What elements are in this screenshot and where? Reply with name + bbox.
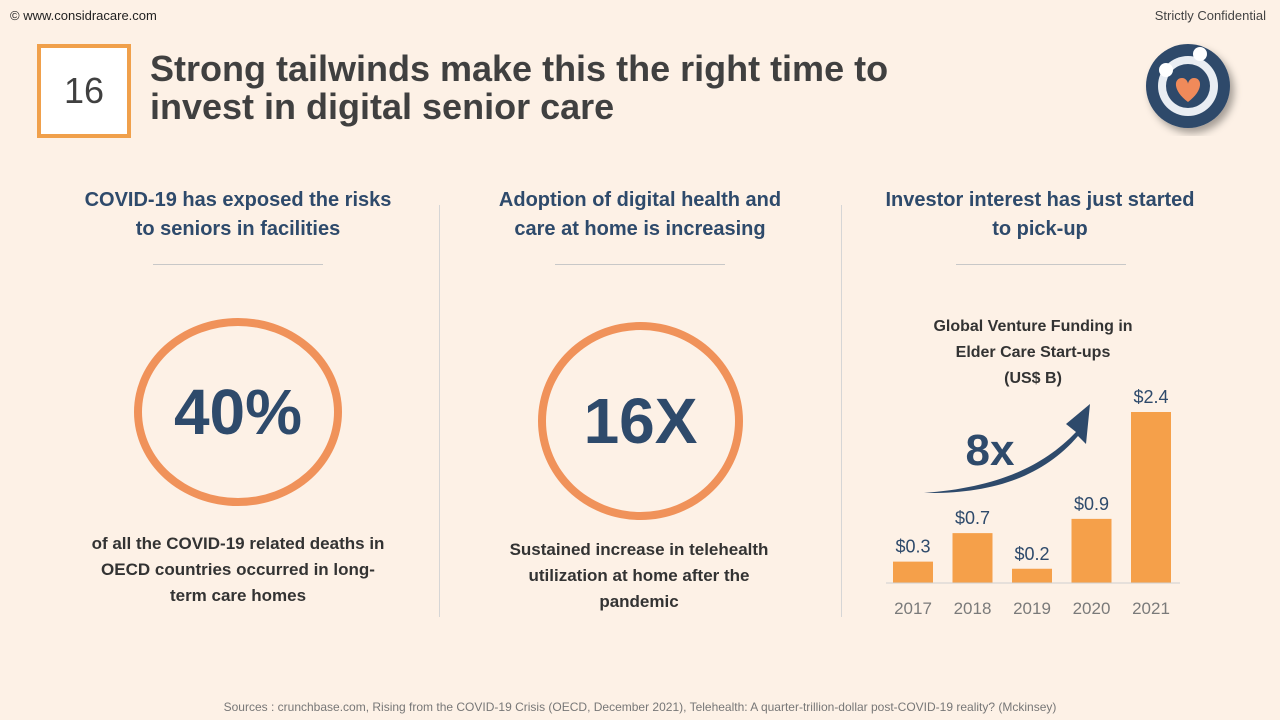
chart-title-line3: (US$ B) <box>1004 370 1062 387</box>
column2-heading: Adoption of digital health and care at h… <box>460 186 820 244</box>
column1-description: of all the COVID-19 related deaths in OE… <box>58 531 418 609</box>
column1-desc-line3: term care homes <box>169 586 307 605</box>
data-label-2020: $0.9 <box>1074 494 1109 514</box>
column2-stat-ring: 16X <box>538 322 743 520</box>
data-label-2018: $0.7 <box>955 508 990 528</box>
column3-heading-line1: Investor interest has just started <box>885 189 1195 211</box>
bar-2017 <box>893 561 933 583</box>
x-tick-2021: 2021 <box>1132 599 1170 618</box>
bar-2020 <box>1071 518 1112 583</box>
slide-number: 16 <box>63 70 105 111</box>
column2-divider <box>555 264 725 265</box>
column1-desc-line1: of all the COVID-19 related deaths in <box>91 534 385 553</box>
slide-title-line1: Strong tailwinds make this the right tim… <box>150 48 889 89</box>
sources-footnote: Sources : crunchbase.com, Rising from th… <box>223 700 1057 714</box>
column1-heading-line2: to seniors in facilities <box>135 218 341 240</box>
data-label-2019: $0.2 <box>1014 544 1049 564</box>
x-tick-2018: 2018 <box>954 599 992 618</box>
column-separator-1 <box>439 205 440 617</box>
column3-divider <box>956 264 1126 265</box>
data-label-2017: $0.3 <box>895 537 930 557</box>
slide-title: Strong tailwinds make this the right tim… <box>150 50 1110 126</box>
chart-title: Global Venture Funding in Elder Care Sta… <box>885 314 1181 392</box>
column1-stat: 40% <box>173 376 303 448</box>
slide-number-box: 16 <box>37 44 131 138</box>
column2-desc-line1: Sustained increase in telehealth <box>509 540 769 559</box>
column-separator-2 <box>841 205 842 617</box>
bar-2021 <box>1131 412 1171 583</box>
column2-heading-line1: Adoption of digital health and <box>498 189 782 211</box>
chart-title-line1: Global Venture Funding in <box>933 318 1133 335</box>
column2-desc-line3: pandemic <box>599 592 679 611</box>
column1-stat-ring: 40% <box>134 318 342 506</box>
x-tick-2017: 2017 <box>894 599 932 618</box>
column2-heading-line2: care at home is increasing <box>514 218 766 240</box>
website-link[interactable]: © www.considracare.com <box>10 8 157 23</box>
x-tick-2020: 2020 <box>1073 599 1111 618</box>
column2-stat: 16X <box>583 385 698 457</box>
column2-description: Sustained increase in telehealth utiliza… <box>459 537 819 615</box>
column3-heading: Investor interest has just started to pi… <box>860 186 1220 244</box>
bar-2018 <box>952 533 993 583</box>
slide-title-line2: invest in digital senior care <box>150 86 615 127</box>
growth-multiple-label: 8x <box>966 426 1015 475</box>
chart-title-line2: Elder Care Start-ups <box>955 344 1111 361</box>
column1-heading-line1: COVID-19 has exposed the risks <box>84 189 392 211</box>
considra-logo <box>1146 44 1230 128</box>
bar-2019 <box>1012 568 1052 583</box>
column2-desc-line2: utilization at home after the <box>528 566 750 585</box>
column1-desc-line2: OECD countries occurred in long- <box>101 560 375 579</box>
x-tick-2019: 2019 <box>1013 599 1051 618</box>
confidential-label: Strictly Confidential <box>1154 8 1266 23</box>
funding-chart: $0.3 2017 $0.7 2018 $0.2 2019 $0.9 2020 $2.4 2021… <box>886 387 1180 618</box>
column1-heading: COVID-19 has exposed the risks to senior… <box>58 186 418 244</box>
data-label-2021: $2.4 <box>1133 387 1168 407</box>
column1-divider <box>153 264 323 265</box>
column3-heading-line2: to pick-up <box>992 218 1088 240</box>
